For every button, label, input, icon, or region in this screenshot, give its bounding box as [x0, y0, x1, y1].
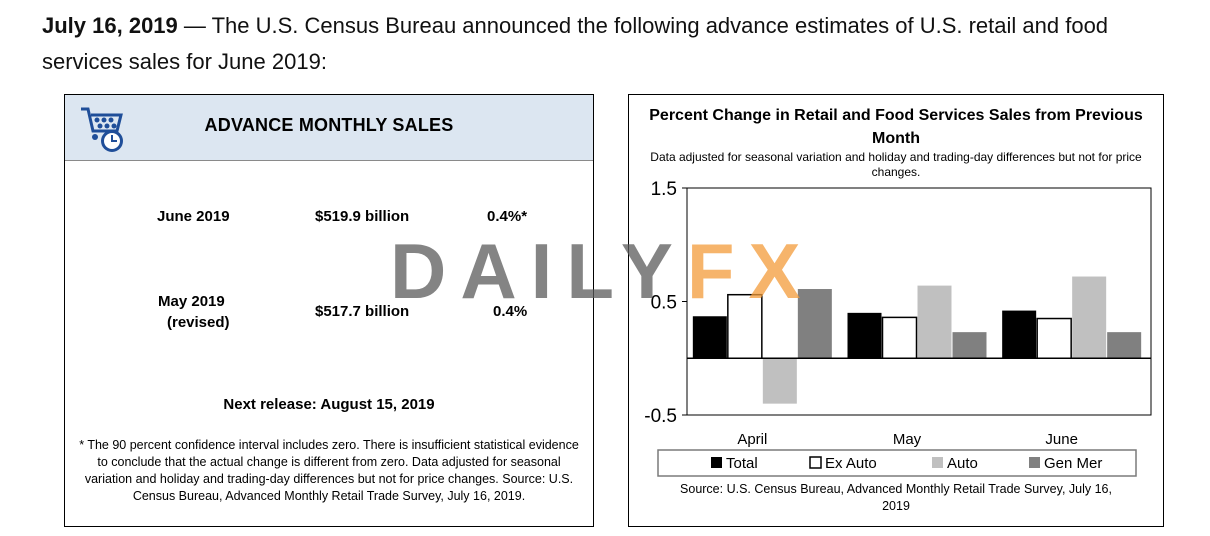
chart-panel: Percent Change in Retail and Food Servic…: [628, 94, 1164, 527]
x-tick-label: June: [1045, 431, 1078, 448]
headline-date: July 16, 2019: [42, 13, 178, 38]
legend-label-gen-mer: Gen Mer: [1044, 455, 1102, 472]
bar-total-may: [847, 312, 882, 359]
legend-swatch-ex-auto: [809, 456, 822, 469]
bar-total-june: [1002, 310, 1037, 359]
dailyfx-watermark: DAILYFX: [390, 226, 815, 316]
watermark-part1: DAILY: [390, 227, 687, 315]
legend-box: [657, 449, 1137, 477]
next-release: Next release: August 15, 2019: [223, 396, 435, 413]
y-tick-label: 1.5: [651, 179, 677, 200]
bar-auto-june: [1072, 276, 1107, 359]
headline: July 16, 2019 — The U.S. Census Bureau a…: [42, 8, 1162, 80]
legend-label-total: Total: [726, 455, 758, 472]
chart-title: Percent Change in Retail and Food Servic…: [649, 107, 1143, 147]
legend-swatch-gen-mer: [1029, 457, 1040, 468]
bar-gen-mer-may: [952, 332, 987, 359]
row-june-month: June 2019: [157, 208, 230, 225]
bar-auto-april: [762, 358, 797, 404]
legend-label-ex-auto: Ex Auto: [825, 455, 877, 472]
legend-swatch-auto: [932, 457, 943, 468]
row-may-month-note: (revised): [167, 314, 230, 331]
chart-source: Source: U.S. Census Bureau, Advanced Mon…: [680, 482, 1112, 513]
row-may-month: May 2019: [158, 293, 225, 310]
panel-title: ADVANCE MONTHLY SALES: [204, 115, 454, 135]
advance-monthly-sales-panel: ADVANCE MONTHLY SALES June 2019 $519.9 b…: [64, 94, 594, 527]
footnote: * The 90 percent confidence interval inc…: [79, 438, 579, 503]
bar-auto-may: [917, 285, 952, 359]
row-june-amount: $519.9 billion: [315, 208, 410, 225]
row-june-change: 0.4%*: [487, 208, 528, 225]
bar-ex-auto-june: [1036, 317, 1072, 359]
panel-header: ADVANCE MONTHLY SALES: [65, 95, 593, 161]
y-tick-label: -0.5: [644, 406, 677, 427]
x-tick-label: May: [893, 431, 922, 448]
bar-gen-mer-june: [1107, 332, 1142, 359]
row-may-change: 0.4%: [493, 303, 528, 320]
y-tick-label: 0.5: [651, 293, 677, 314]
bar-ex-auto-may: [881, 316, 918, 359]
bar-ex-auto-april: [727, 293, 763, 360]
legend-swatch-total: [711, 457, 722, 468]
bar-total-april: [692, 316, 727, 359]
bar-chart: 1.5 0.5 -0.5 April May June Total Ex Auto Auto Ge…: [644, 179, 1152, 477]
watermark-part2: FX: [686, 227, 815, 315]
chart-subtitle: Data adjusted for seasonal variation and…: [650, 150, 1142, 179]
headline-text: — The U.S. Census Bureau announced the f…: [42, 13, 1109, 74]
bar-gen-mer-april: [797, 289, 832, 359]
row-may-amount: $517.7 billion: [315, 303, 410, 320]
shopping-cart-clock-icon: [81, 107, 123, 152]
legend-label-auto: Auto: [947, 455, 978, 472]
x-tick-label: April: [737, 431, 767, 448]
